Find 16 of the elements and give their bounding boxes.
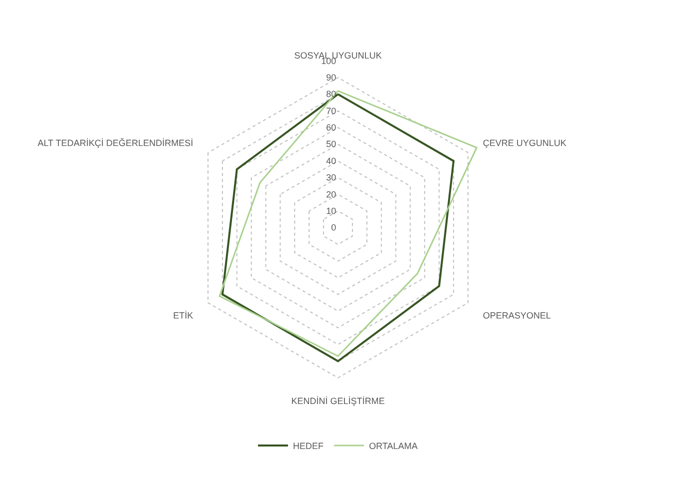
y-tick-label: 10 <box>326 206 336 216</box>
y-tick-label: 50 <box>326 139 336 150</box>
y-tick-label: 70 <box>326 106 336 116</box>
legend-label: ORTALAMA <box>369 441 418 452</box>
y-tick-label: 0 <box>331 222 336 233</box>
y-tick-label: 30 <box>326 172 336 183</box>
spoke-label: ETİK <box>173 310 194 321</box>
spoke-label: ALT TEDARİKÇİ DEĞERLENDİRMESİ <box>38 138 194 148</box>
spoke-label: KENDİNİ GELİŞTİRME <box>291 396 385 406</box>
y-tick-label: 60 <box>326 122 336 133</box>
y-tick-label: 40 <box>326 156 336 166</box>
legend-label: HEDEF <box>293 441 324 452</box>
y-tick-label: 90 <box>326 72 336 82</box>
spoke-label: ÇEVRE UYGUNLUK <box>482 138 566 148</box>
y-tick-label: 20 <box>326 189 336 200</box>
spoke-label: OPERASYONEL <box>482 310 551 321</box>
